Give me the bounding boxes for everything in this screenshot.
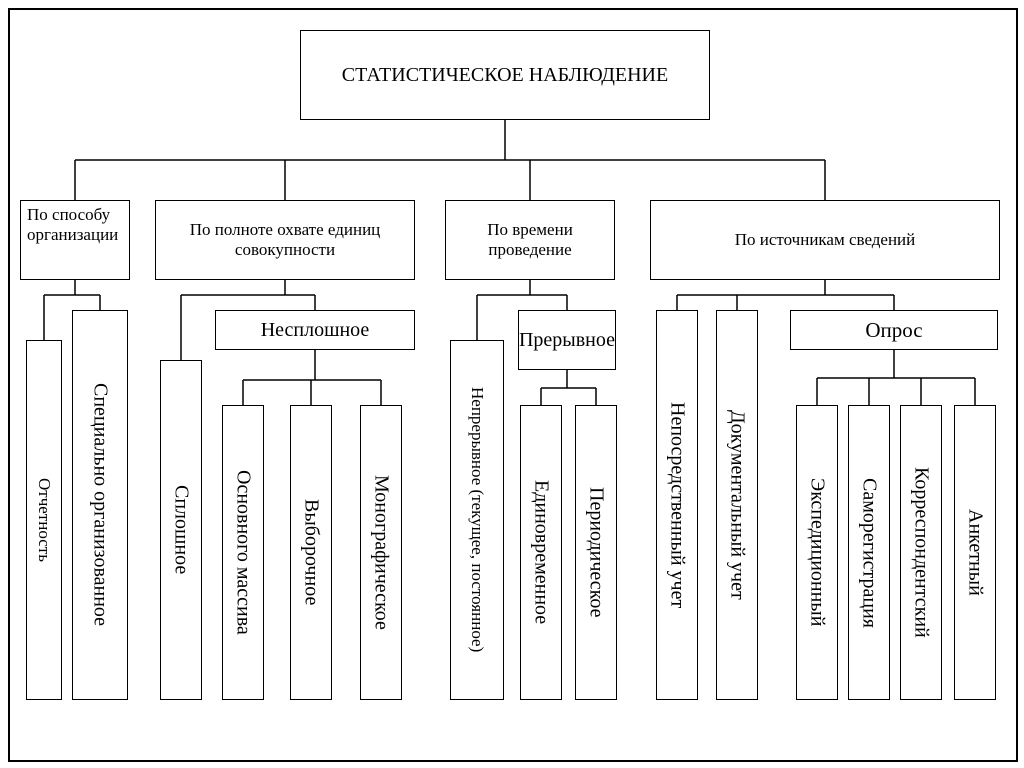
node-source-label: По источникам сведений	[735, 230, 916, 250]
leaf-vyborochnoe-label: Выборочное	[300, 499, 323, 605]
node-time: По времени проведение	[445, 200, 615, 280]
leaf-sploshnoe-label: Сплошное	[170, 485, 193, 574]
leaf-neposred: Непосредственный учет	[656, 310, 698, 700]
leaf-anket: Анкетный	[954, 405, 996, 700]
leaf-specorg-label: Специально организованное	[89, 383, 112, 626]
leaf-nepreryv-label: Непрерывное (текущее, постоянное)	[467, 387, 487, 652]
node-org-label: По способу организации	[27, 205, 123, 245]
leaf-period: Периодическое	[575, 405, 617, 700]
node-source: По источникам сведений	[650, 200, 1000, 280]
node-nesplosh: Несплошное	[215, 310, 415, 350]
leaf-korresp-label: Корреспондентский	[910, 467, 933, 638]
leaf-vyborochnoe: Выборочное	[290, 405, 332, 700]
node-opros-label: Опрос	[865, 318, 922, 343]
leaf-anket-label: Анкетный	[964, 509, 987, 596]
leaf-monograf: Монографическое	[360, 405, 402, 700]
node-time-label: По времени проведение	[452, 220, 608, 260]
leaf-korresp: Корреспондентский	[900, 405, 942, 700]
node-preryv-label: Прерывное	[519, 329, 615, 352]
node-org: По способу организации	[20, 200, 130, 280]
leaf-samoreg-label: Саморегистрация	[858, 478, 881, 628]
leaf-period-label: Периодическое	[585, 487, 608, 617]
node-preryv: Прерывное	[518, 310, 616, 370]
leaf-specorg: Специально организованное	[72, 310, 128, 700]
node-opros: Опрос	[790, 310, 998, 350]
leaf-samoreg: Саморегистрация	[848, 405, 890, 700]
node-cover-label: По полноте охвате единиц совокупности	[162, 220, 408, 260]
leaf-otchetnost: Отчетность	[26, 340, 62, 700]
node-root: СТАТИСТИЧЕСКОЕ НАБЛЮДЕНИЕ	[300, 30, 710, 120]
leaf-osnmass: Основного массива	[222, 405, 264, 700]
leaf-eksped: Экспедиционный	[796, 405, 838, 700]
node-cover: По полноте охвате единиц совокупности	[155, 200, 415, 280]
leaf-dokument-label: Документальный учет	[726, 410, 749, 600]
leaf-osnmass-label: Основного массива	[232, 470, 255, 635]
node-root-label: СТАТИСТИЧЕСКОЕ НАБЛЮДЕНИЕ	[342, 64, 668, 87]
leaf-monograf-label: Монографическое	[370, 475, 393, 630]
leaf-dokument: Документальный учет	[716, 310, 758, 700]
leaf-edinovrem: Единовременное	[520, 405, 562, 700]
node-nesplosh-label: Несплошное	[261, 319, 370, 342]
leaf-edinovrem-label: Единовременное	[530, 480, 553, 624]
leaf-nepreryv: Непрерывное (текущее, постоянное)	[450, 340, 504, 700]
leaf-eksped-label: Экспедиционный	[806, 478, 829, 626]
leaf-neposred-label: Непосредственный учет	[666, 402, 689, 608]
leaf-sploshnoe: Сплошное	[160, 360, 202, 700]
leaf-otchetnost-label: Отчетность	[34, 478, 54, 562]
